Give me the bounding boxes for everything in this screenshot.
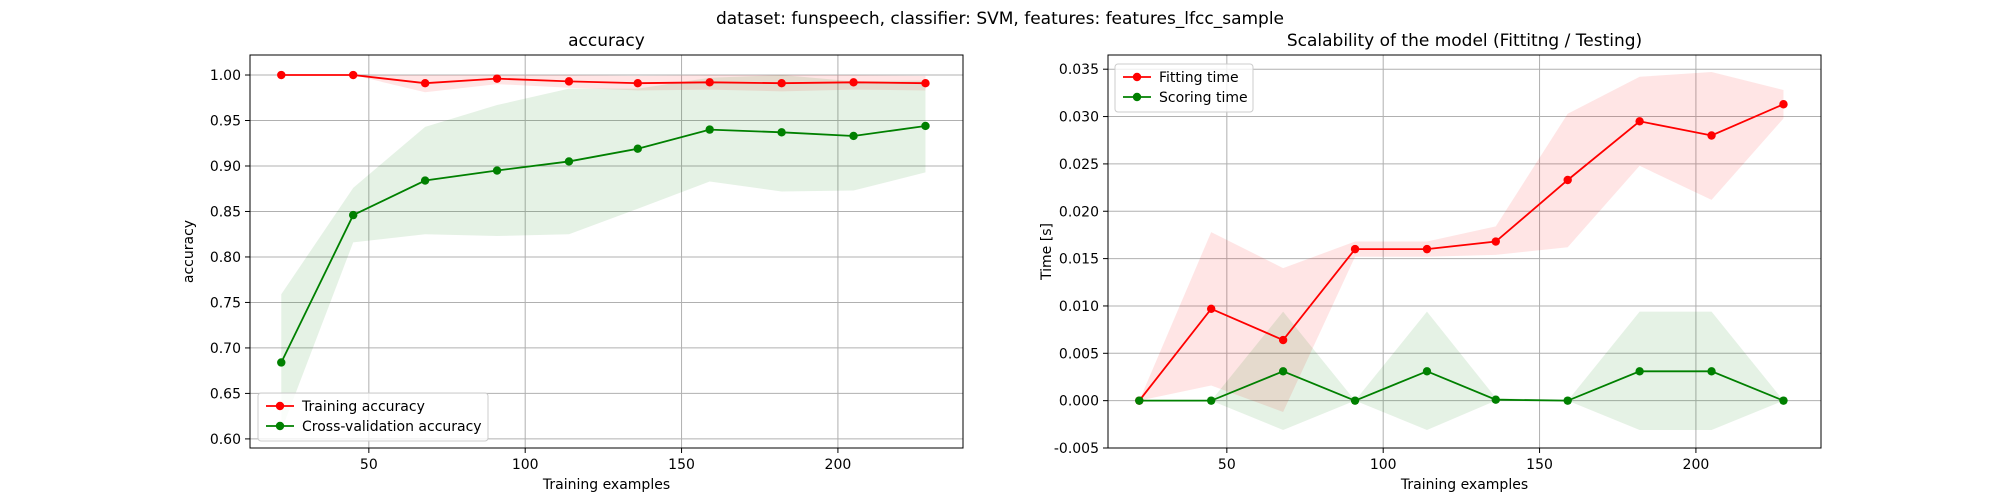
y-tick-label: 0.005	[1059, 346, 1099, 362]
axes-frame	[249, 54, 964, 449]
legend-marker-training-accuracy	[275, 401, 285, 411]
band-cross-validation-accuracy	[281, 75, 926, 431]
point-scoring-time	[1422, 367, 1432, 376]
point-cross-validation-accuracy	[849, 131, 858, 141]
legend-marker-fitting-time	[1132, 72, 1142, 82]
legend-label-cross-validation-accuracy: Cross-validation accuracy	[302, 419, 482, 435]
x-tick-label: 200	[825, 457, 852, 473]
accuracy-panel: 50 100 150 200 0.60 0.65 0.70 0.75 0.80 0.85 0.90 0…	[181, 31, 964, 493]
point-fitting-time	[1278, 335, 1288, 345]
y-tick-label: 0.000	[1059, 394, 1099, 410]
point-training-accuracy	[633, 79, 642, 88]
chart-title: accuracy	[568, 31, 645, 51]
x-tick-label: 100	[1370, 457, 1397, 473]
point-cross-validation-accuracy	[633, 144, 642, 153]
x-tick-label: 150	[1526, 457, 1553, 473]
point-training-accuracy	[705, 78, 714, 87]
point-training-accuracy	[849, 78, 858, 87]
point-training-accuracy	[277, 70, 286, 80]
point-scoring-time	[1707, 367, 1716, 376]
scalability-panel: 50 100 150 200 -0.005 0.000 0.005 0.010 0.015 0.0…	[1039, 31, 1822, 493]
legend: Training accuracy Cross-validation accura…	[257, 392, 489, 442]
legend-marker-cross-validation-accuracy	[275, 421, 285, 431]
band-training-accuracy	[281, 75, 926, 93]
point-cross-validation-accuracy	[777, 128, 786, 137]
point-training-accuracy	[420, 79, 430, 88]
y-tick-label: -0.005	[1054, 441, 1099, 457]
x-tick-label: 50	[1218, 457, 1236, 473]
y-tick-label: 0.010	[1059, 299, 1099, 315]
point-cross-validation-accuracy	[420, 176, 430, 185]
point-training-accuracy	[564, 77, 574, 86]
legend-marker-scoring-time	[1132, 92, 1142, 102]
point-scoring-time	[1278, 367, 1288, 376]
x-tick-label: 50	[360, 457, 378, 473]
chart-title: Scalability of the model (Fittitng / Tes…	[1287, 31, 1642, 51]
line-cross-validation-accuracy	[280, 125, 926, 363]
point-scoring-time	[1350, 396, 1360, 405]
point-scoring-time	[1779, 396, 1788, 405]
y-axis-label: Time [s]	[1039, 223, 1055, 281]
x-tick-label: 100	[512, 457, 539, 473]
point-training-accuracy	[492, 74, 502, 83]
axes-frame	[1107, 54, 1822, 449]
point-fitting-time	[1779, 100, 1788, 109]
y-tick-label: 0.035	[1059, 62, 1099, 78]
point-cross-validation-accuracy	[277, 358, 286, 367]
point-fitting-time	[1635, 117, 1644, 126]
y-tick-label: 0.65	[210, 386, 241, 402]
y-tick-label: 0.95	[210, 114, 241, 130]
y-tick-label: 0.030	[1059, 110, 1099, 126]
legend-label-fitting-time: Fitting time	[1159, 70, 1239, 86]
legend-box	[1114, 63, 1254, 113]
y-tick-label: 0.025	[1059, 157, 1099, 173]
figure-suptitle: dataset: funspeech, classifier: SVM, fea…	[716, 9, 1284, 29]
legend-label-scoring-time: Scoring time	[1159, 90, 1248, 106]
x-axis-label: Training examples	[1400, 477, 1528, 493]
line-training-accuracy	[281, 74, 926, 85]
line-scoring-time	[1139, 370, 1784, 402]
point-cross-validation-accuracy	[492, 166, 502, 175]
x-tick-label: 200	[1683, 457, 1710, 473]
point-training-accuracy	[921, 79, 930, 88]
point-fitting-time	[1350, 244, 1360, 254]
y-tick-label: 1.00	[210, 68, 241, 84]
legend: Fitting time Scoring time	[1114, 63, 1254, 113]
band-fitting-time	[1139, 72, 1784, 413]
point-fitting-time	[1491, 237, 1500, 246]
y-tick-label: 0.70	[210, 341, 241, 357]
point-training-accuracy	[348, 70, 358, 80]
legend-box	[257, 392, 489, 442]
point-fitting-time	[1206, 304, 1216, 313]
y-tick-label: 0.90	[210, 159, 241, 175]
point-cross-validation-accuracy	[564, 157, 574, 166]
y-tick-label: 0.020	[1059, 204, 1099, 220]
line-fitting-time	[1138, 103, 1784, 402]
point-scoring-time	[1206, 396, 1216, 405]
point-cross-validation-accuracy	[348, 210, 358, 220]
y-tick-label: 0.75	[210, 295, 241, 311]
y-tick-label: 0.80	[210, 250, 241, 266]
band-scoring-time	[1139, 311, 1784, 431]
point-scoring-time	[1135, 396, 1144, 405]
point-training-accuracy	[777, 79, 786, 88]
y-axis-label: accuracy	[181, 220, 197, 283]
y-tick-label: 0.85	[210, 204, 241, 220]
point-scoring-time	[1563, 396, 1572, 405]
y-tick-label: 0.60	[210, 432, 241, 448]
x-axis-label: Training examples	[542, 477, 670, 493]
point-fitting-time	[1422, 244, 1432, 254]
x-tick-label: 150	[668, 457, 695, 473]
y-tick-label: 0.015	[1059, 252, 1099, 268]
legend-label-training-accuracy: Training accuracy	[301, 399, 425, 415]
point-scoring-time	[1635, 367, 1644, 376]
point-fitting-time	[1707, 131, 1716, 140]
point-cross-validation-accuracy	[705, 125, 714, 134]
point-cross-validation-accuracy	[921, 121, 930, 131]
point-scoring-time	[1491, 395, 1500, 404]
point-fitting-time	[1563, 175, 1572, 185]
